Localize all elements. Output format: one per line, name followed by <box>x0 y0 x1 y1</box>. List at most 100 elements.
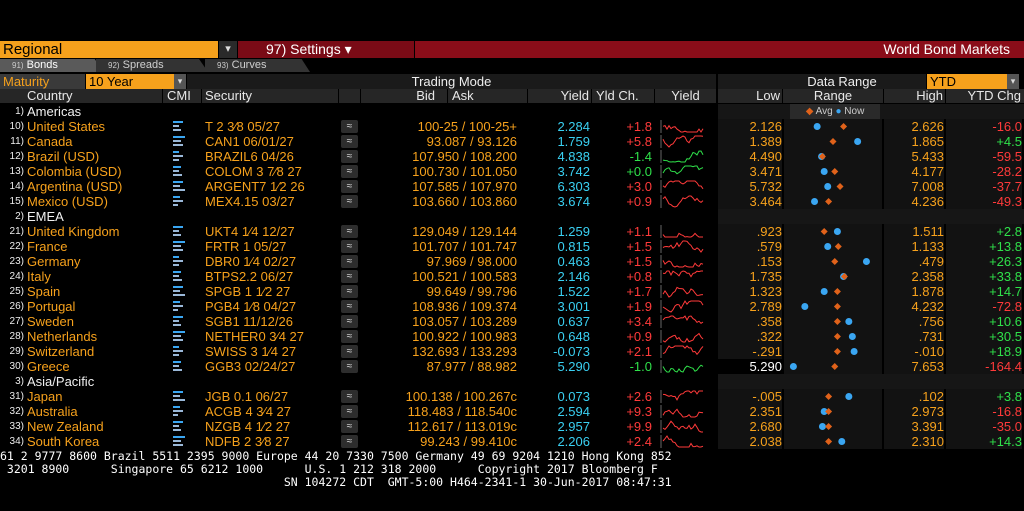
country-name[interactable]: Portugal <box>27 299 76 314</box>
country-name[interactable]: France <box>27 239 68 254</box>
country-name[interactable]: Brazil (USD) <box>27 149 100 164</box>
col-high[interactable]: High <box>884 89 945 103</box>
table-row[interactable]: 24) Italy BTPS2.2 06/27 ≈100.521 / 100.583 2… <box>0 269 1024 284</box>
cmi-bars-icon[interactable] <box>171 284 187 299</box>
security-name[interactable]: GGB3 02/24/27 <box>205 359 296 374</box>
yield-sparkline[interactable] <box>655 344 715 359</box>
yield-sparkline[interactable] <box>655 359 715 374</box>
cmi-bars-icon[interactable] <box>171 359 187 374</box>
security-name[interactable]: BTPS2.2 06/27 <box>205 269 294 284</box>
table-row[interactable]: 23) Germany DBR0 1⁄4 02/27 ≈97.969 / 98.000… <box>0 254 1024 269</box>
yield-sparkline[interactable] <box>655 134 715 149</box>
table-row[interactable]: 27) Sweden SGB1 11/12/26 ≈103.057 / 103.289… <box>0 314 1024 329</box>
cmi-bars-icon[interactable] <box>171 134 187 149</box>
security-name[interactable]: PGB4 1⁄8 04/27 <box>205 299 297 314</box>
yield-sparkline[interactable] <box>655 164 715 179</box>
country-name[interactable]: Switzerland <box>27 344 95 359</box>
chart-button-icon[interactable]: ≈ <box>341 270 358 283</box>
security-name[interactable]: SPGB 1 1⁄2 27 <box>205 284 291 299</box>
chart-button-icon[interactable]: ≈ <box>341 285 358 298</box>
chart-button-icon[interactable]: ≈ <box>341 390 358 403</box>
security-name[interactable]: ARGENT7 1⁄2 26 <box>205 179 305 194</box>
security-name[interactable]: MEX4.15 03/27 <box>205 194 295 209</box>
country-name[interactable]: Colombia (USD) <box>27 164 122 179</box>
yield-sparkline[interactable] <box>655 269 715 284</box>
yield-sparkline[interactable] <box>655 329 715 344</box>
chart-button-icon[interactable]: ≈ <box>341 135 358 148</box>
cmi-bars-icon[interactable] <box>171 344 187 359</box>
chart-button-icon[interactable]: ≈ <box>341 180 358 193</box>
country-name[interactable]: Australia <box>27 404 78 419</box>
col-security[interactable]: Security <box>202 89 338 103</box>
security-name[interactable]: NDFB 2 3⁄8 27 <box>205 434 290 449</box>
regional-dropdown-arrow-icon[interactable]: ▾ <box>219 41 237 58</box>
cmi-bars-icon[interactable] <box>171 404 187 419</box>
yield-sparkline[interactable] <box>655 254 715 269</box>
country-name[interactable]: South Korea <box>27 434 100 449</box>
yield-sparkline[interactable] <box>655 419 715 434</box>
country-name[interactable]: United Kingdom <box>27 224 120 239</box>
chart-button-icon[interactable]: ≈ <box>341 150 358 163</box>
cmi-bars-icon[interactable] <box>171 329 187 344</box>
data-range-chevron-down-icon[interactable]: ▾ <box>1007 74 1019 89</box>
security-name[interactable]: COLOM 3 7⁄8 27 <box>205 164 302 179</box>
table-row[interactable]: 12) Brazil (USD) BRAZIL6 04/26 ≈107.950 / 1… <box>0 149 1024 164</box>
cmi-bars-icon[interactable] <box>171 164 187 179</box>
yield-sparkline[interactable] <box>655 404 715 419</box>
country-name[interactable]: Argentina (USD) <box>27 179 123 194</box>
security-name[interactable]: SWISS 3 1⁄4 27 <box>205 344 297 359</box>
security-name[interactable]: NETHER0 3⁄4 27 <box>205 329 304 344</box>
cmi-bars-icon[interactable] <box>171 434 187 449</box>
security-name[interactable]: ACGB 4 3⁄4 27 <box>205 404 291 419</box>
table-row[interactable]: 13) Colombia (USD) COLOM 3 7⁄8 27 ≈100.730 … <box>0 164 1024 179</box>
table-row[interactable]: 15) Mexico (USD) MEX4.15 03/27 ≈103.660 / 1… <box>0 194 1024 209</box>
cmi-bars-icon[interactable] <box>171 314 187 329</box>
yield-sparkline[interactable] <box>655 149 715 164</box>
security-name[interactable]: DBR0 1⁄4 02/27 <box>205 254 297 269</box>
country-name[interactable]: Canada <box>27 134 73 149</box>
country-name[interactable]: Japan <box>27 389 63 404</box>
table-row[interactable]: 28) Netherlands NETHER0 3⁄4 27 ≈100.922 / 1… <box>0 329 1024 344</box>
table-row[interactable]: 22) France FRTR 1 05/27 ≈101.707 / 101.747 0… <box>0 239 1024 254</box>
country-name[interactable]: Italy <box>27 269 51 284</box>
chart-button-icon[interactable]: ≈ <box>341 225 358 238</box>
table-row[interactable]: 30) Greece GGB3 02/24/27 ≈87.977 / 88.982 5.… <box>0 359 1024 374</box>
table-row[interactable]: 26) Portugal PGB4 1⁄8 04/27 ≈108.936 / 109.… <box>0 299 1024 314</box>
col-ytd-chg[interactable]: YTD Chg <box>946 89 1024 103</box>
yield-sparkline[interactable] <box>655 119 715 134</box>
cmi-bars-icon[interactable] <box>171 269 187 284</box>
col-bid[interactable]: Bid <box>361 89 447 103</box>
country-name[interactable]: Mexico (USD) <box>27 194 108 209</box>
table-row[interactable]: 25) Spain SPGB 1 1⁄2 27 ≈99.649 / 99.796 1.5… <box>0 284 1024 299</box>
cmi-bars-icon[interactable] <box>171 149 187 164</box>
table-row[interactable]: 31) Japan JGB 0.1 06/27 ≈100.138 / 100.267c… <box>0 389 1024 404</box>
cmi-bars-icon[interactable] <box>171 179 187 194</box>
col-range[interactable]: Range <box>783 89 883 103</box>
security-name[interactable]: NZGB 4 1⁄2 27 <box>205 419 291 434</box>
cmi-bars-icon[interactable] <box>171 239 187 254</box>
table-row[interactable]: 10) United States T 2 3⁄8 05/27 ≈100-25 / 1… <box>0 119 1024 134</box>
settings-menu-button[interactable]: 97) Settings ▾ <box>238 41 414 58</box>
security-name[interactable]: BRAZIL6 04/26 <box>205 149 294 164</box>
chart-button-icon[interactable]: ≈ <box>341 300 358 313</box>
maturity-chevron-down-icon[interactable]: ▾ <box>174 74 186 89</box>
chart-button-icon[interactable]: ≈ <box>341 240 358 253</box>
yield-sparkline[interactable] <box>655 284 715 299</box>
country-name[interactable]: New Zealand <box>27 419 104 434</box>
col-country[interactable]: Country <box>0 89 162 103</box>
country-name[interactable]: Spain <box>27 284 61 299</box>
data-range-select[interactable]: YTD <box>927 74 1007 89</box>
chart-button-icon[interactable]: ≈ <box>341 330 358 343</box>
cmi-bars-icon[interactable] <box>171 119 187 134</box>
tab-spreads[interactable]: 92) Spreads <box>96 59 208 72</box>
country-name[interactable]: Sweden <box>27 314 74 329</box>
cmi-bars-icon[interactable] <box>171 389 187 404</box>
security-name[interactable]: FRTR 1 05/27 <box>205 239 287 254</box>
chart-button-icon[interactable]: ≈ <box>341 435 358 448</box>
chart-button-icon[interactable]: ≈ <box>341 195 358 208</box>
tab-bonds[interactable]: 91) Bonds <box>0 59 103 72</box>
yield-sparkline[interactable] <box>655 239 715 254</box>
chart-button-icon[interactable]: ≈ <box>341 405 358 418</box>
cmi-bars-icon[interactable] <box>171 299 187 314</box>
cmi-bars-icon[interactable] <box>171 194 187 209</box>
